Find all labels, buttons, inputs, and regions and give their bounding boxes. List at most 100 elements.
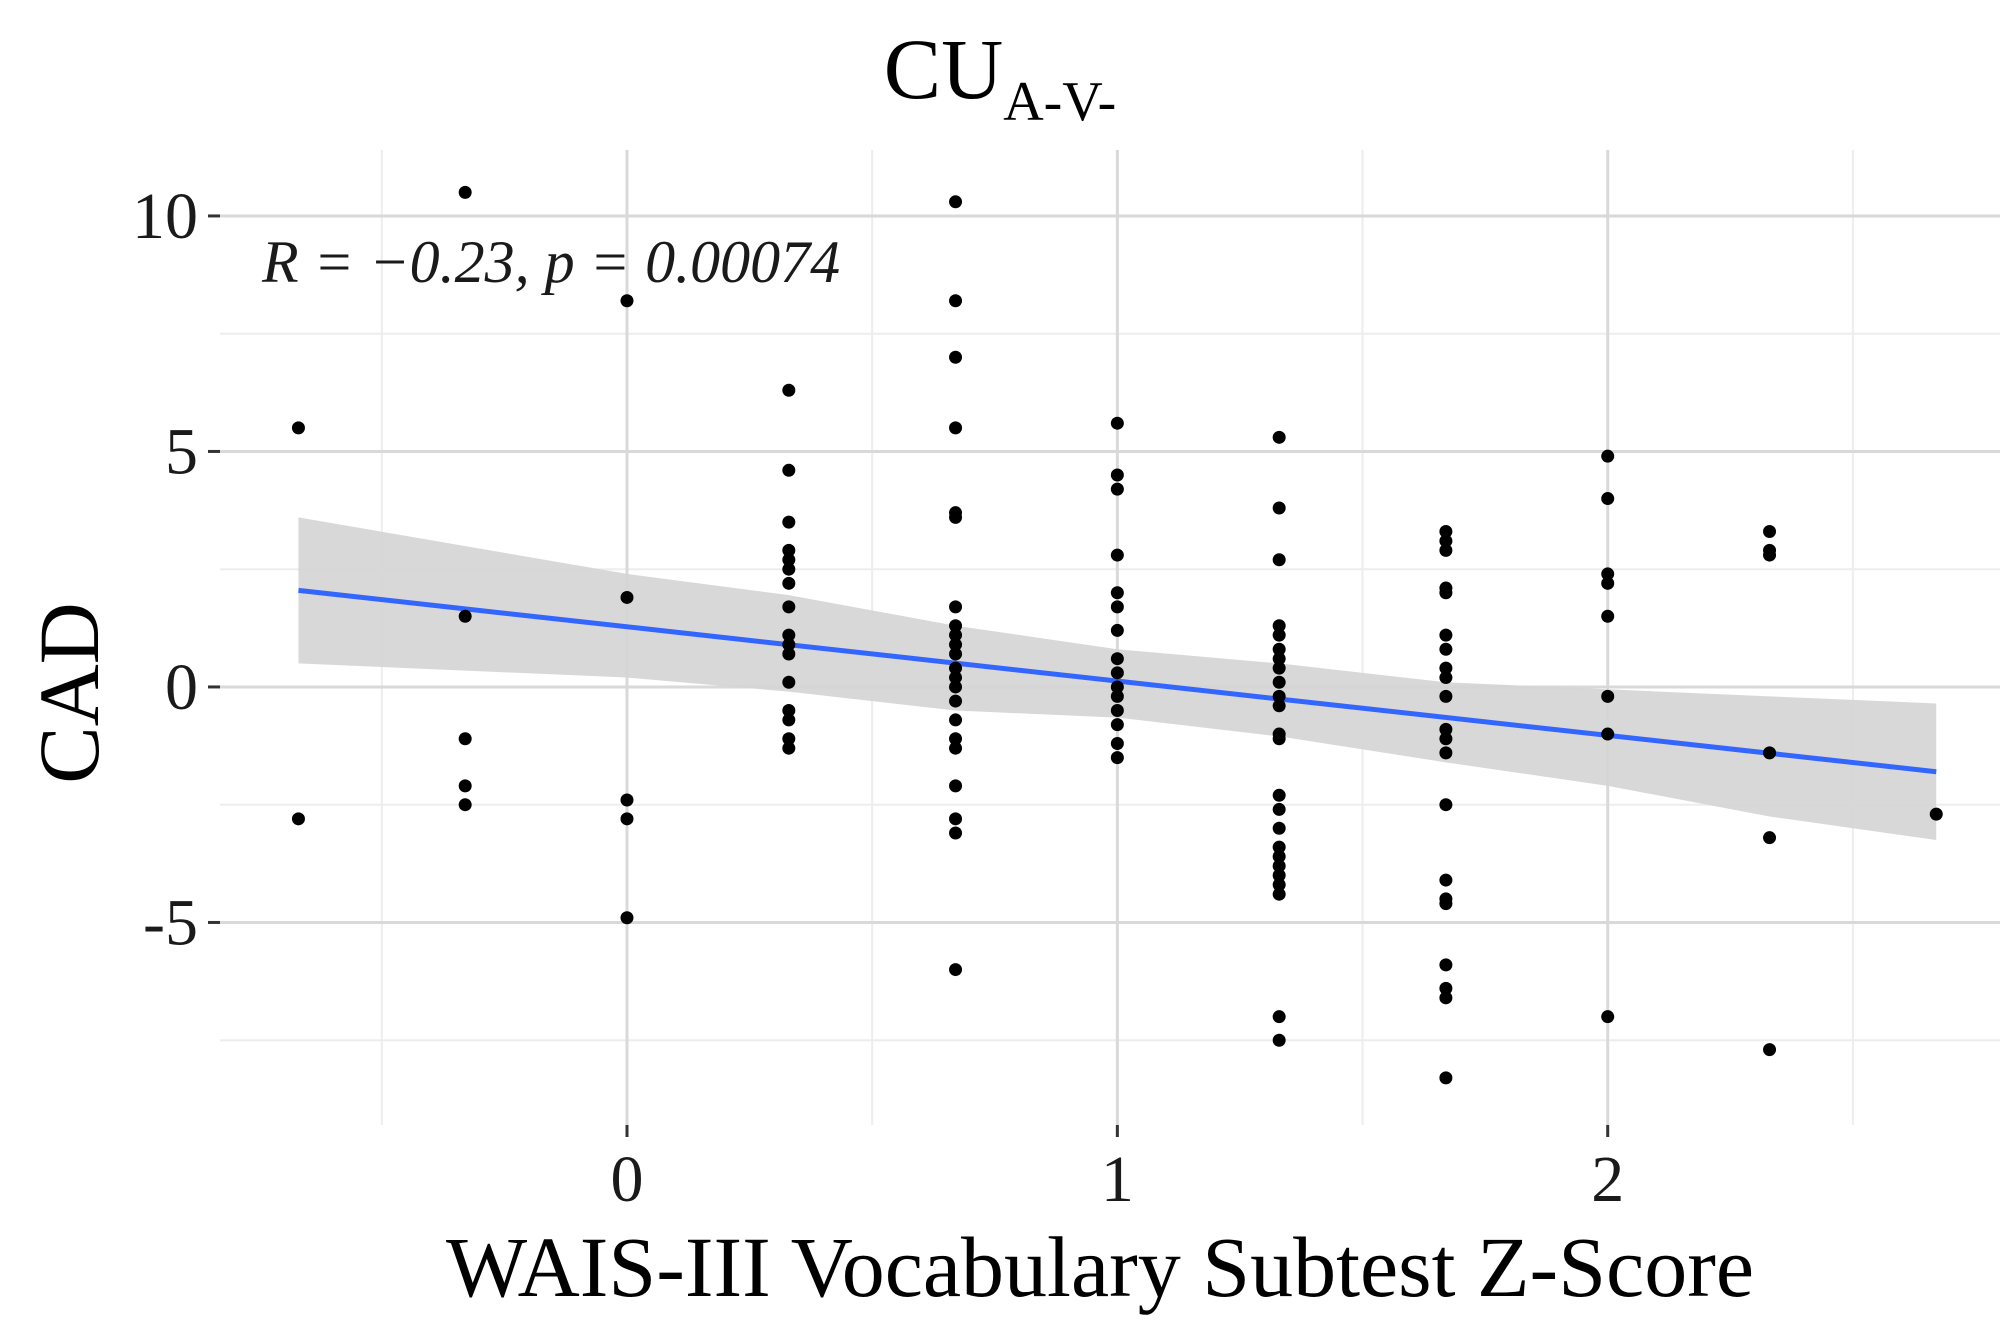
data-point <box>620 590 634 604</box>
data-point <box>782 600 796 614</box>
data-point <box>1439 628 1453 642</box>
data-point <box>949 694 963 708</box>
data-point <box>1439 798 1453 812</box>
data-point <box>291 421 305 435</box>
data-point <box>1272 619 1286 633</box>
data-point <box>1272 652 1286 666</box>
data-point <box>1110 751 1124 765</box>
data-point <box>1272 732 1286 746</box>
data-point <box>1439 722 1453 736</box>
data-point <box>949 195 963 209</box>
data-point <box>1110 600 1124 614</box>
data-point <box>291 812 305 826</box>
data-point <box>620 812 634 826</box>
data-point <box>949 826 963 840</box>
data-point <box>1110 718 1124 732</box>
data-point <box>1763 831 1777 845</box>
y-tick-label: -5 <box>143 886 198 959</box>
data-point <box>1110 623 1124 637</box>
data-points <box>291 185 1943 1085</box>
data-point <box>620 294 634 308</box>
y-tick-label: 5 <box>165 415 198 488</box>
data-point <box>620 911 634 925</box>
data-point <box>949 647 963 661</box>
data-point <box>1272 802 1286 816</box>
chart-title-main: CU <box>884 21 1003 117</box>
data-point <box>458 798 472 812</box>
data-point <box>1439 958 1453 972</box>
data-point <box>1763 548 1777 562</box>
data-point <box>1272 859 1286 873</box>
x-tick-label: 2 <box>1591 1143 1624 1216</box>
data-point <box>949 779 963 793</box>
data-point <box>1601 609 1615 623</box>
data-point <box>782 515 796 529</box>
data-point <box>1439 873 1453 887</box>
y-tick-label: 0 <box>165 651 198 724</box>
data-point <box>1110 652 1124 666</box>
data-point <box>1439 689 1453 703</box>
data-point <box>949 732 963 746</box>
data-point <box>1110 666 1124 680</box>
data-point <box>1439 671 1453 685</box>
data-point <box>1272 642 1286 656</box>
data-point <box>782 741 796 755</box>
y-axis-title: CAD <box>21 602 117 784</box>
data-point <box>458 732 472 746</box>
data-point <box>949 421 963 435</box>
data-point <box>949 680 963 694</box>
data-point <box>1110 468 1124 482</box>
data-point <box>1763 1043 1777 1057</box>
data-point <box>1272 553 1286 567</box>
data-point <box>1272 868 1286 882</box>
data-point <box>949 638 963 652</box>
data-point <box>782 383 796 397</box>
x-tick-label: 1 <box>1101 1143 1134 1216</box>
data-point <box>1439 991 1453 1005</box>
data-point <box>949 812 963 826</box>
y-tick-label: 10 <box>132 180 198 253</box>
chart-title: CUA-V- <box>884 21 1117 133</box>
data-point <box>949 713 963 727</box>
data-point <box>1601 567 1615 581</box>
data-point <box>458 185 472 199</box>
data-point <box>782 713 796 727</box>
data-point <box>1439 642 1453 656</box>
data-point <box>949 628 963 642</box>
data-point <box>1439 897 1453 911</box>
data-point <box>1763 746 1777 760</box>
x-axis: 0 1 2 <box>610 1125 1624 1216</box>
data-point <box>1272 675 1286 689</box>
data-point <box>1272 878 1286 892</box>
data-point <box>1439 1071 1453 1085</box>
annotation-text: R = −0.23, p = 0.00074 <box>261 229 840 295</box>
data-point <box>1110 689 1124 703</box>
data-point <box>1439 586 1453 600</box>
data-point <box>1601 492 1615 506</box>
x-tick-label: 0 <box>610 1143 643 1216</box>
data-point <box>1439 543 1453 557</box>
data-point <box>782 553 796 567</box>
data-point <box>949 350 963 364</box>
data-point <box>458 779 472 793</box>
data-point <box>620 793 634 807</box>
data-point <box>782 732 796 746</box>
data-point <box>949 619 963 633</box>
data-point <box>1110 416 1124 430</box>
data-point <box>1272 689 1286 703</box>
data-point <box>1439 525 1453 539</box>
data-point <box>1272 821 1286 835</box>
data-point <box>1439 534 1453 548</box>
data-point <box>1272 850 1286 864</box>
data-point <box>1272 699 1286 713</box>
data-point <box>1110 586 1124 600</box>
data-point <box>1439 746 1453 760</box>
data-point <box>1601 576 1615 590</box>
data-point <box>1601 449 1615 463</box>
data-point <box>1601 727 1615 741</box>
data-point <box>949 741 963 755</box>
data-point <box>1110 482 1124 496</box>
data-point <box>782 638 796 652</box>
x-axis-title: WAIS-III Vocabulary Subtest Z-Score <box>446 1219 1754 1315</box>
